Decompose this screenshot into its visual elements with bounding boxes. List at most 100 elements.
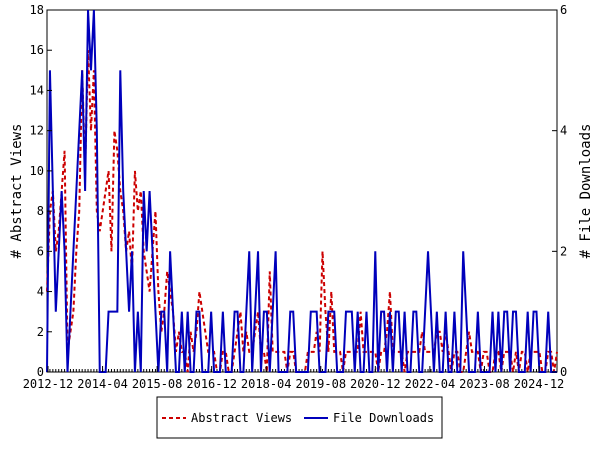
data-point: [117, 150, 118, 151]
data-point: [105, 190, 106, 191]
data-point: [284, 371, 285, 372]
data-point: [383, 311, 384, 312]
data-point: [345, 351, 346, 352]
data-point: [49, 70, 50, 71]
data-point: [111, 251, 112, 252]
data-point: [164, 311, 165, 312]
data-point: [427, 251, 428, 252]
data-point: [137, 311, 138, 312]
data-point: [477, 351, 478, 352]
data-point: [463, 251, 464, 252]
data-point: [211, 351, 212, 352]
data-point: [510, 371, 511, 372]
data-point: [357, 311, 358, 312]
data-point: [240, 311, 241, 312]
data-point: [398, 311, 399, 312]
legend: Abstract Views File Downloads: [156, 396, 443, 439]
data-point: [234, 351, 235, 352]
data-point: [293, 311, 294, 312]
data-point: [457, 371, 458, 372]
data-point: [301, 371, 302, 372]
data-point: [181, 311, 182, 312]
data-point: [521, 351, 522, 352]
data-point: [334, 311, 335, 312]
data-point: [79, 211, 80, 212]
left-axis-label: # Abstract Views: [9, 124, 25, 259]
data-point: [536, 311, 537, 312]
data-point: [257, 251, 258, 252]
data-point: [545, 371, 546, 372]
y-left-tick-label: 6: [37, 244, 44, 258]
data-point: [527, 311, 528, 312]
data-point: [433, 371, 434, 372]
data-point: [184, 371, 185, 372]
data-point: [190, 331, 191, 332]
data-point: [243, 371, 244, 372]
data-point: [117, 311, 118, 312]
data-point: [61, 190, 62, 191]
data-point: [240, 371, 241, 372]
data-point: [87, 9, 88, 10]
data-point: [284, 351, 285, 352]
data-point: [498, 311, 499, 312]
data-point: [442, 371, 443, 372]
data-point: [222, 311, 223, 312]
data-point: [427, 351, 428, 352]
data-point: [167, 271, 168, 272]
data-point: [187, 311, 188, 312]
y-right-tick-label: 0: [560, 365, 567, 379]
data-point: [123, 190, 124, 191]
data-point: [310, 351, 311, 352]
data-point: [275, 351, 276, 352]
data-point: [372, 371, 373, 372]
data-point: [90, 130, 91, 131]
x-tick-label: 2020-12: [350, 377, 401, 391]
data-point: [155, 311, 156, 312]
y-left-tick-label: 12: [30, 124, 44, 138]
data-point: [383, 351, 384, 352]
data-point: [255, 311, 256, 312]
data-point: [448, 371, 449, 372]
data-point: [416, 311, 417, 312]
data-point: [340, 371, 341, 372]
data-point: [313, 311, 314, 312]
data-point: [298, 371, 299, 372]
data-point: [492, 371, 493, 372]
data-point: [216, 371, 217, 372]
data-point: [213, 371, 214, 372]
data-point: [454, 351, 455, 352]
data-point: [389, 311, 390, 312]
data-point: [395, 351, 396, 352]
data-point: [331, 311, 332, 312]
data-point: [404, 311, 405, 312]
legend-box: [156, 396, 443, 439]
data-point: [222, 351, 223, 352]
y-left-tick-label: 14: [30, 83, 44, 97]
data-point: [410, 371, 411, 372]
data-point: [290, 351, 291, 352]
data-point: [430, 351, 431, 352]
data-point: [134, 170, 135, 171]
data-point: [425, 311, 426, 312]
plot-area: [46, 9, 558, 373]
data-point: [378, 371, 379, 372]
data-point: [158, 371, 159, 372]
data-point: [480, 371, 481, 372]
data-point: [55, 251, 56, 252]
data-point: [167, 371, 168, 372]
data-point: [515, 351, 516, 352]
data-point: [348, 311, 349, 312]
data-point: [55, 311, 56, 312]
data-point: [527, 371, 528, 372]
data-point: [246, 311, 247, 312]
data-point: [85, 190, 86, 191]
data-point: [249, 351, 250, 352]
data-point: [178, 371, 179, 372]
data-point: [334, 351, 335, 352]
data-point: [96, 130, 97, 131]
data-point: [152, 251, 153, 252]
data-point: [471, 351, 472, 352]
data-point: [366, 351, 367, 352]
data-point: [58, 251, 59, 252]
data-point: [202, 371, 203, 372]
